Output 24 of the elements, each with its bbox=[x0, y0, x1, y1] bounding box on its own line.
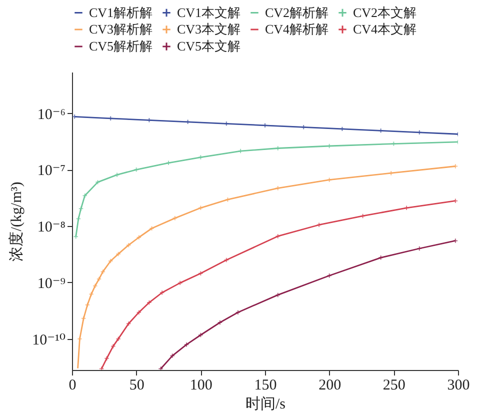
x-axis-title: 时间/s bbox=[245, 396, 286, 412]
legend-label: CV3本文解 bbox=[177, 22, 241, 36]
legend-label: CV5解析解 bbox=[89, 38, 153, 54]
x-tick-label: 100 bbox=[190, 378, 212, 394]
y-axis-title: 浓度/(kg/m³) bbox=[8, 182, 26, 262]
legend-label: CV4解析解 bbox=[265, 22, 329, 36]
y-tick-label: 10⁻¹⁰ bbox=[32, 332, 66, 348]
legend-label: CV1解析解 bbox=[89, 4, 153, 20]
legend-label: CV2解析解 bbox=[265, 4, 329, 20]
x-tick-label: 250 bbox=[382, 378, 406, 394]
y-tick-label: 10⁻⁷ bbox=[37, 163, 66, 180]
y-tick-label: 10⁻⁹ bbox=[37, 276, 66, 292]
x-tick-label: 200 bbox=[318, 378, 342, 394]
x-tick-label: 300 bbox=[447, 378, 470, 394]
legend-label: CV3解析解 bbox=[89, 22, 153, 36]
legend-label: CV5本文解 bbox=[177, 38, 241, 54]
y-tick-label: 10⁻⁸ bbox=[37, 220, 66, 236]
legend-label: CV4本文解 bbox=[353, 22, 417, 36]
y-tick-label: 10⁻⁶ bbox=[37, 106, 66, 123]
x-tick-label: 50 bbox=[129, 378, 144, 394]
legend-label: CV2本文解 bbox=[353, 4, 417, 20]
legend-label: CV1本文解 bbox=[177, 4, 241, 20]
x-tick-label: 150 bbox=[254, 378, 277, 394]
x-tick-label: 0 bbox=[68, 378, 76, 394]
